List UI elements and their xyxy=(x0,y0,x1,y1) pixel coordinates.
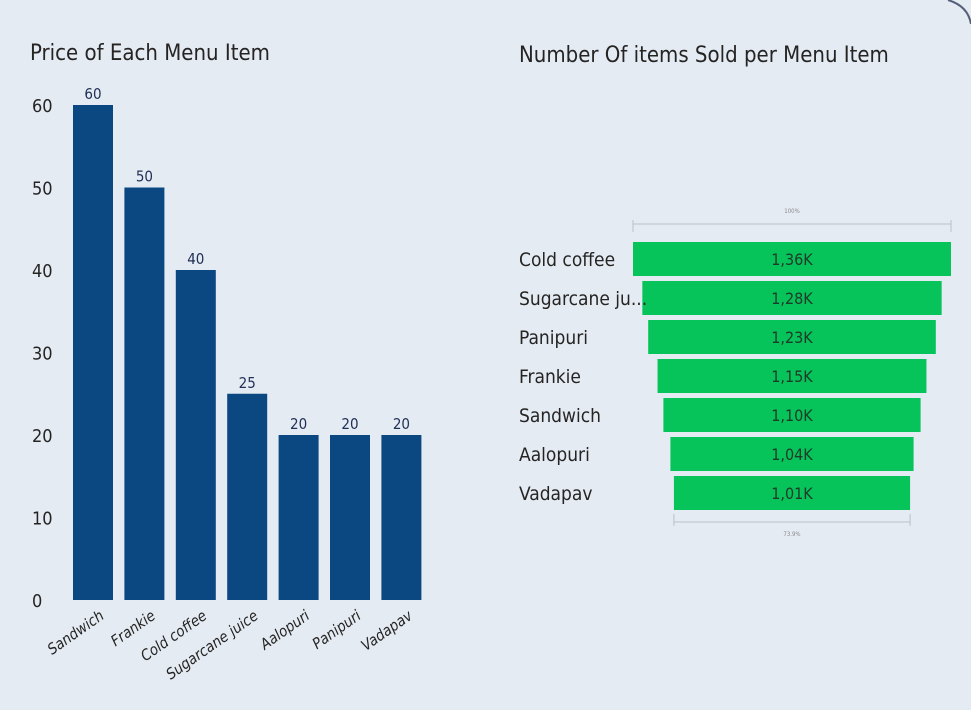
funnel-chart-title: Number Of items Sold per Menu Item xyxy=(519,43,889,68)
y-axis: 0 10 20 30 40 50 60 xyxy=(32,96,53,612)
bar[interactable] xyxy=(124,187,165,601)
funnel-bar[interactable] xyxy=(670,437,914,471)
funnel-bar[interactable] xyxy=(657,359,927,393)
funnel-data-label: 1,28K xyxy=(771,289,813,308)
y-tick-label: 50 xyxy=(32,179,53,200)
funnel-category-label: Sandwich xyxy=(519,405,601,427)
y-tick-label: 60 xyxy=(32,96,53,117)
bar-data-label: 50 xyxy=(136,168,153,186)
funnel-bar[interactable] xyxy=(673,476,911,510)
bottom-percent-label: 73.9% xyxy=(783,531,800,538)
y-tick-label: 0 xyxy=(32,591,42,612)
bar[interactable] xyxy=(175,270,216,600)
bar-data-label: 60 xyxy=(84,85,101,103)
bar-data-label: 40 xyxy=(187,250,204,268)
bar-data-label: 20 xyxy=(290,415,307,433)
y-tick-label: 30 xyxy=(32,344,53,365)
funnel-bar[interactable] xyxy=(633,242,951,276)
y-tick-label: 20 xyxy=(32,426,53,447)
bar-data-label: 25 xyxy=(239,374,256,392)
bar[interactable] xyxy=(381,435,422,600)
funnel-data-label: 1,23K xyxy=(771,328,813,347)
top-percent-label: 100% xyxy=(784,208,799,215)
funnel-data-label: 1,01K xyxy=(771,484,813,503)
funnel-category-label: Cold coffee xyxy=(519,249,615,271)
funnel-stages: 100% 1,36K Cold coffee 1,28K Sugarcane ju...… xyxy=(519,208,952,538)
funnel-data-label: 1,36K xyxy=(771,250,813,269)
bar[interactable] xyxy=(73,105,113,600)
corner-edge xyxy=(947,0,971,25)
funnel-category-label: Vadapav xyxy=(519,483,592,505)
funnel-category-label: Sugarcane ju... xyxy=(519,288,647,310)
bar[interactable] xyxy=(330,435,370,600)
funnel-bar[interactable] xyxy=(648,320,936,354)
bar[interactable] xyxy=(227,393,268,600)
price-bar-chart[interactable]: Price of Each Menu Item 0 10 20 30 40 50 60 60… xyxy=(0,0,490,710)
funnel-bar[interactable] xyxy=(663,398,921,432)
funnel-bar[interactable] xyxy=(642,281,942,315)
bar-chart-title: Price of Each Menu Item xyxy=(30,41,270,66)
bar[interactable] xyxy=(278,435,319,600)
y-tick-label: 40 xyxy=(32,261,53,282)
bar-data-label: 20 xyxy=(341,415,358,433)
y-tick-label: 10 xyxy=(32,509,53,530)
funnel-data-label: 1,04K xyxy=(771,445,813,464)
funnel-category-label: Frankie xyxy=(519,366,581,388)
funnel-category-label: Aalopuri xyxy=(519,444,590,466)
funnel-data-label: 1,10K xyxy=(771,406,813,425)
funnel-data-label: 1,15K xyxy=(771,367,813,386)
bar-data-label: 20 xyxy=(393,415,410,433)
funnel-category-label: Panipuri xyxy=(519,327,588,349)
